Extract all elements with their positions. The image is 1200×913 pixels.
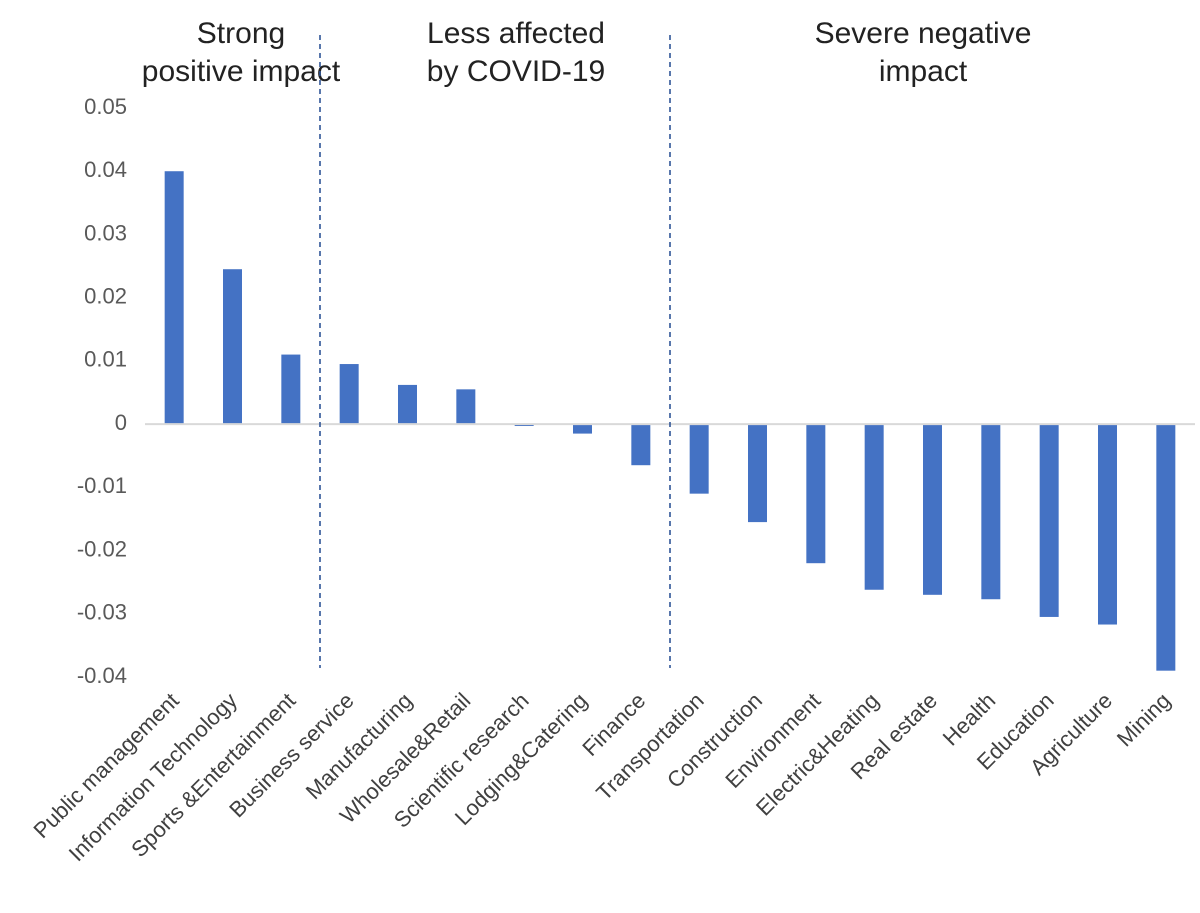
bar bbox=[748, 424, 767, 523]
y-tick-label: -0.03 bbox=[77, 600, 127, 625]
bar bbox=[1098, 424, 1117, 625]
y-tick-label: 0.04 bbox=[84, 157, 127, 182]
region-label: Severe negative impact bbox=[815, 17, 1032, 88]
y-tick-label: 0.01 bbox=[84, 347, 127, 372]
region-label: Less affected by COVID-19 bbox=[427, 17, 605, 88]
y-tick-label: 0 bbox=[115, 410, 127, 435]
y-tick-label: 0.02 bbox=[84, 283, 127, 308]
bar bbox=[1039, 424, 1059, 617]
region-label-line: Less affected bbox=[427, 17, 605, 50]
bar bbox=[1156, 424, 1176, 671]
y-tick-label: -0.01 bbox=[77, 473, 127, 498]
bar bbox=[164, 171, 184, 425]
y-axis-tick-labels: 0.05 0.04 0.03 0.02 0.01 0 -0.01 -0.02 -0.03 -0.0… bbox=[77, 94, 127, 688]
bar bbox=[806, 424, 826, 564]
bar bbox=[398, 384, 417, 425]
y-tick-label: -0.02 bbox=[77, 536, 127, 561]
bar bbox=[223, 269, 242, 425]
region-label-line: Strong bbox=[197, 17, 285, 50]
region-dividers bbox=[319, 35, 671, 668]
region-label-line: by COVID-19 bbox=[427, 55, 605, 88]
bar bbox=[981, 424, 1001, 600]
y-tick-label: -0.04 bbox=[77, 663, 127, 688]
region-label-line: positive impact bbox=[142, 55, 341, 88]
bar bbox=[631, 424, 651, 466]
x-category-label: Mining bbox=[1112, 688, 1176, 752]
bar bbox=[281, 354, 301, 425]
bar bbox=[456, 389, 476, 425]
region-labels: Strong positive impact Less affected by COV… bbox=[142, 17, 1032, 88]
region-label-line: impact bbox=[879, 55, 968, 88]
bar bbox=[689, 424, 709, 494]
bar bbox=[573, 424, 592, 434]
bars bbox=[164, 171, 1176, 671]
y-tick-label: 0.03 bbox=[84, 220, 127, 245]
region-label: Strong positive impact bbox=[142, 17, 341, 88]
bar bbox=[339, 364, 359, 425]
y-tick-label: 0.05 bbox=[84, 94, 127, 119]
region-label-line: Severe negative bbox=[815, 17, 1032, 50]
bar bbox=[864, 424, 884, 590]
bar bbox=[923, 424, 942, 595]
